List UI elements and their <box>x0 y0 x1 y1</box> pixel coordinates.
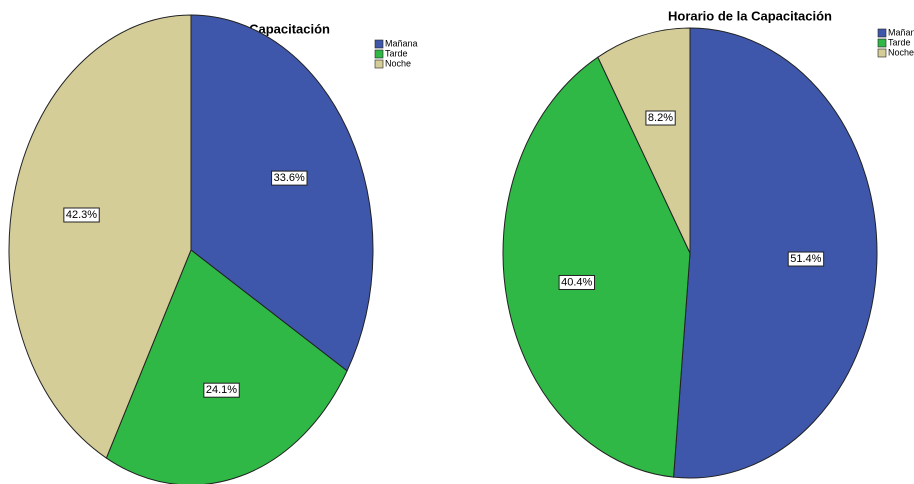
data-label: 51.4% <box>790 253 821 265</box>
pie-slice <box>597 27 691 254</box>
data-label: 24.1% <box>206 384 237 396</box>
legend-swatch <box>374 39 384 49</box>
legend-label: Noche <box>385 58 411 68</box>
pie-slice <box>190 14 374 372</box>
legend-swatch <box>877 38 887 48</box>
data-label: 42.3% <box>66 209 97 221</box>
pie-slice <box>502 56 691 478</box>
pie-slice <box>8 14 192 459</box>
legend-label: Tarde <box>888 37 911 47</box>
data-label: 33.6% <box>274 172 305 184</box>
legend-label: Mañan <box>888 27 914 37</box>
legend-swatch <box>374 49 384 59</box>
legend-swatch <box>374 59 384 69</box>
data-label-box <box>787 251 825 267</box>
legend-label: Tarde <box>385 48 408 58</box>
legend-swatch <box>877 48 887 58</box>
data-label-box <box>645 110 676 126</box>
data-label: 40.4% <box>561 276 592 288</box>
pie-slice <box>673 27 878 479</box>
legend-label: Mañana <box>385 38 418 48</box>
data-label-box <box>203 382 240 398</box>
legend-label: Noche <box>888 47 914 57</box>
chart-title: Horario de la Capacitación <box>668 8 832 23</box>
data-label-box <box>63 207 100 223</box>
data-label-box <box>271 170 308 186</box>
data-label: 8.2% <box>648 112 673 124</box>
legend-swatch <box>877 28 887 38</box>
pie-slice <box>105 249 348 484</box>
data-label-box <box>558 274 596 290</box>
